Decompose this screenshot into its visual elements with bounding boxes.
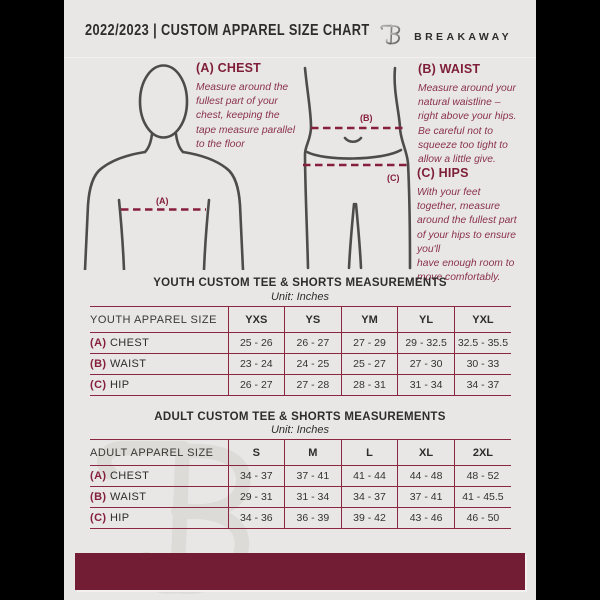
youth-table-title: YOUTH CUSTOM TEE & SHORTS MEASUREMENTS bbox=[153, 277, 447, 289]
youth-header-row: YOUTH APPAREL SIZE YXS YS YM YL YXL bbox=[90, 306, 511, 333]
size-cell: 24 - 25 bbox=[284, 353, 342, 375]
size-cell: 36 - 39 bbox=[284, 507, 342, 529]
size-cell: 32.5 - 35.5 bbox=[453, 332, 511, 354]
size-cell: 27 - 30 bbox=[397, 353, 455, 375]
brand-lockup: BREAKAWAY bbox=[378, 20, 512, 54]
size-cell: 46 - 50 bbox=[453, 507, 511, 529]
adult-hip-row: (C) HIP 34 - 36 36 - 39 39 - 42 43 - 46 … bbox=[90, 507, 511, 529]
youth-chest-row: (A) CHEST 25 - 26 26 - 27 27 - 29 29 - 3… bbox=[90, 332, 511, 354]
brand-name: BREAKAWAY bbox=[414, 31, 512, 43]
column-header: YXL bbox=[453, 306, 511, 333]
size-cell: 29 - 32.5 bbox=[397, 332, 455, 354]
chest-instructions: Measure around the fullest part of your … bbox=[196, 82, 296, 150]
row-label: (C) HIP bbox=[90, 507, 228, 529]
size-cell: 29 - 31 bbox=[227, 486, 285, 508]
column-header: YM bbox=[340, 306, 398, 333]
size-cell: 27 - 29 bbox=[340, 332, 398, 354]
row-key: (C) bbox=[90, 512, 107, 524]
size-cell: 34 - 37 bbox=[340, 486, 398, 508]
row-name: CHEST bbox=[109, 337, 150, 349]
column-header: M bbox=[284, 439, 342, 466]
youth-hip-row: (C) HIP 26 - 27 27 - 28 28 - 31 31 - 34 … bbox=[90, 374, 511, 396]
size-cell: 25 - 26 bbox=[227, 332, 285, 354]
size-cell: 26 - 27 bbox=[227, 374, 285, 396]
adult-waist-row: (B) WAIST 29 - 31 31 - 34 34 - 37 37 - 4… bbox=[90, 486, 511, 508]
size-cell: 34 - 36 bbox=[227, 507, 285, 529]
column-header: YS bbox=[284, 306, 342, 333]
navel-mark bbox=[343, 136, 363, 144]
youth-waist-row: (B) WAIST 23 - 24 24 - 25 25 - 27 27 - 3… bbox=[90, 353, 511, 375]
waist-instructions: Measure around your natural waistline – … bbox=[418, 83, 517, 166]
size-cell: 44 - 48 bbox=[397, 465, 455, 487]
adult-size-table: ADULT APPAREL SIZE S M L XL 2XL (A) CHES… bbox=[90, 439, 511, 529]
size-cell: 31 - 34 bbox=[284, 486, 342, 508]
row-name: HIP bbox=[109, 379, 130, 391]
footer-bar bbox=[75, 553, 525, 590]
adult-table-unit: Unit: Inches bbox=[270, 424, 330, 436]
youth-table-unit: Unit: Inches bbox=[270, 291, 330, 303]
row-name: WAIST bbox=[109, 491, 147, 503]
size-cell: 25 - 27 bbox=[340, 353, 398, 375]
adult-chest-row: (A) CHEST 34 - 37 37 - 41 41 - 44 44 - 4… bbox=[90, 465, 511, 487]
figure-label-c: (C) bbox=[387, 173, 400, 183]
size-cell: 37 - 41 bbox=[284, 465, 342, 487]
column-header: L bbox=[340, 439, 398, 466]
youth-size-table: YOUTH APPAREL SIZE YXS YS YM YL YXL (A) … bbox=[90, 306, 511, 396]
size-cell: 41 - 45.5 bbox=[453, 486, 511, 508]
page-title: 2022/2023 | CUSTOM APPAREL SIZE CHART bbox=[85, 22, 370, 39]
row-label: (B) WAIST bbox=[90, 486, 228, 508]
size-cell: 26 - 27 bbox=[284, 332, 342, 354]
size-cell: 37 - 41 bbox=[397, 486, 455, 508]
torso-figure bbox=[83, 64, 245, 270]
column-header: 2XL bbox=[453, 439, 511, 466]
figure-label-a: (A) bbox=[156, 196, 169, 206]
chest-heading: (A) CHEST bbox=[196, 61, 261, 75]
waist-heading: (B) WAIST bbox=[418, 62, 481, 76]
lower-body-figure bbox=[303, 66, 412, 270]
column-header: S bbox=[227, 439, 285, 466]
size-cell: 28 - 31 bbox=[340, 374, 398, 396]
column-header: YOUTH APPAREL SIZE bbox=[90, 306, 228, 333]
breakaway-logo-icon bbox=[378, 20, 405, 54]
size-cell: 39 - 42 bbox=[340, 507, 398, 529]
row-label: (B) WAIST bbox=[90, 353, 228, 375]
column-header: YL bbox=[397, 306, 455, 333]
measurement-figures: (A) (B) (C) bbox=[83, 64, 412, 270]
row-label: (C) HIP bbox=[90, 374, 228, 396]
adult-header-row: ADULT APPAREL SIZE S M L XL 2XL bbox=[90, 439, 511, 466]
adult-table-title: ADULT CUSTOM TEE & SHORTS MEASUREMENTS bbox=[154, 411, 446, 423]
size-cell: 27 - 28 bbox=[284, 374, 342, 396]
size-cell: 43 - 46 bbox=[397, 507, 455, 529]
size-cell: 30 - 33 bbox=[453, 353, 511, 375]
size-cell: 48 - 52 bbox=[453, 465, 511, 487]
row-key: (A) bbox=[90, 337, 107, 349]
figure-label-b: (B) bbox=[360, 113, 373, 123]
row-name: HIP bbox=[109, 512, 130, 524]
column-header: XL bbox=[397, 439, 455, 466]
row-key: (A) bbox=[90, 470, 107, 482]
size-chart-page: 2022/2023 | CUSTOM APPAREL SIZE CHART BR… bbox=[64, 0, 536, 600]
size-cell: 23 - 24 bbox=[227, 353, 285, 375]
row-label: (A) CHEST bbox=[90, 332, 228, 354]
row-key: (C) bbox=[90, 379, 107, 391]
header-divider bbox=[64, 57, 536, 58]
size-cell: 34 - 37 bbox=[453, 374, 511, 396]
row-key: (B) bbox=[90, 491, 107, 503]
hips-heading: (C) HIPS bbox=[417, 166, 469, 180]
size-cell: 31 - 34 bbox=[397, 374, 455, 396]
size-cell: 41 - 44 bbox=[340, 465, 398, 487]
column-header: YXS bbox=[227, 306, 285, 333]
row-label: (A) CHEST bbox=[90, 465, 228, 487]
row-key: (B) bbox=[90, 358, 107, 370]
size-cell: 34 - 37 bbox=[227, 465, 285, 487]
column-header: ADULT APPAREL SIZE bbox=[90, 439, 228, 466]
row-name: CHEST bbox=[109, 470, 150, 482]
row-name: WAIST bbox=[109, 358, 147, 370]
hips-instructions: With your feet together, measure around … bbox=[417, 187, 517, 284]
